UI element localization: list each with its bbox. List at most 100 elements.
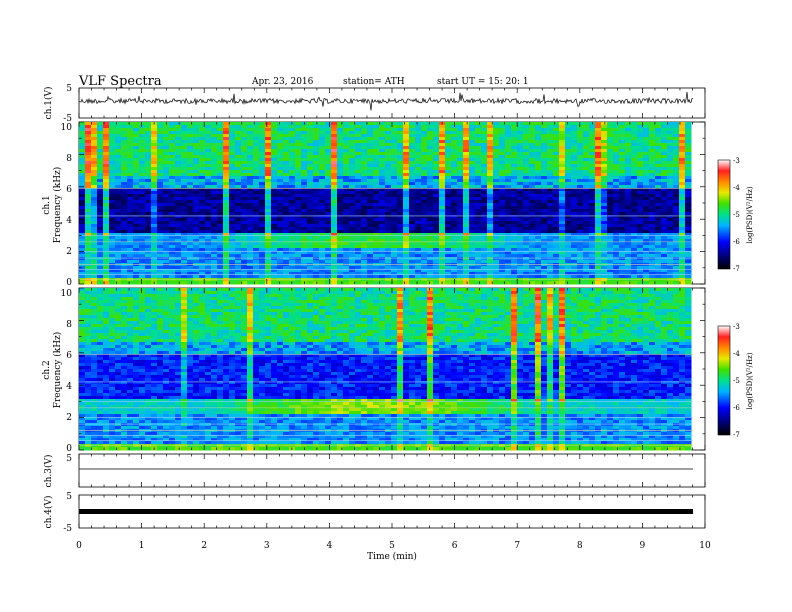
spectrogram-cell <box>367 122 374 126</box>
spectrogram-cell <box>463 215 470 219</box>
spectrogram-cell <box>247 248 254 252</box>
spectrogram-cell <box>547 221 554 225</box>
spectrogram-cell <box>235 212 242 216</box>
spectrogram-cell <box>205 140 212 144</box>
spectrogram-cell <box>463 161 470 165</box>
spectrogram-cell <box>571 143 578 147</box>
spectrogram-cell <box>295 236 302 240</box>
spectrogram-cell <box>469 203 476 207</box>
spectrogram-cell <box>583 125 590 129</box>
spectrogram-cell <box>235 248 242 252</box>
spectrogram-cell <box>649 173 656 177</box>
spectrogram-cell <box>433 260 440 264</box>
spectrogram-cell <box>79 122 86 126</box>
spectrogram-cell <box>199 173 206 177</box>
spectrogram-cell <box>319 218 326 222</box>
spectrogram-cell <box>175 143 182 147</box>
spectrogram-cell <box>379 227 386 231</box>
spectrogram-cell <box>541 143 548 147</box>
spectrogram-cell <box>79 242 86 246</box>
spectrogram-cell <box>325 260 332 264</box>
spectrogram-cell <box>595 158 602 162</box>
spectrogram-cell <box>121 128 128 132</box>
spectrogram-cell <box>307 137 314 141</box>
spectrogram-cell <box>679 152 686 156</box>
spectrogram-cell <box>163 230 170 234</box>
spectrogram-cell <box>685 131 692 135</box>
spectrogram-cell <box>247 128 254 132</box>
spectrogram-cell <box>337 260 344 264</box>
spectrogram-cell <box>511 146 518 150</box>
spectrogram-cell <box>127 152 134 156</box>
spectrogram-cell <box>535 158 542 162</box>
spectrogram-cell <box>547 158 554 162</box>
spectrogram-cell <box>397 161 404 165</box>
spectrogram-cell <box>445 179 452 183</box>
spectrogram-cell <box>529 218 536 222</box>
spectrogram-cell <box>157 182 164 186</box>
spectrogram-cell <box>163 209 170 213</box>
spectrogram-cell <box>109 260 116 264</box>
spectrogram-cell <box>601 248 608 252</box>
spectrogram-cell <box>583 134 590 138</box>
spectrogram-cell <box>247 137 254 141</box>
spectrogram-cell <box>193 137 200 141</box>
spectrogram-cell <box>313 230 320 234</box>
spectrogram-cell <box>265 215 272 219</box>
spectrogram-cell <box>319 212 326 216</box>
spectrogram-cell <box>181 215 188 219</box>
spectrogram-cell <box>427 266 434 270</box>
spectrogram-cell <box>373 257 380 261</box>
spectrogram-cell <box>223 242 230 246</box>
spectrogram-cell <box>619 239 626 243</box>
spectrogram-cell <box>157 242 164 246</box>
spectrogram-cell <box>583 155 590 159</box>
spectrogram-cell <box>499 227 506 231</box>
spectrogram-cell <box>613 239 620 243</box>
spectrogram-cell <box>457 230 464 234</box>
spectrogram-cell <box>319 167 326 171</box>
spectrogram-cell <box>367 146 374 150</box>
spectrogram-cell <box>655 122 662 126</box>
spectrogram-cell <box>547 161 554 165</box>
spectrogram-cell <box>685 194 692 198</box>
spectrogram-cell <box>493 239 500 243</box>
spectrogram-cell <box>391 185 398 189</box>
spectrogram-cell <box>577 242 584 246</box>
spectrogram-cell <box>235 167 242 171</box>
spectrogram-cell <box>445 122 452 126</box>
spectrogram-cell <box>109 206 116 210</box>
spectrogram-cell <box>157 206 164 210</box>
spectrogram-cell <box>373 152 380 156</box>
spectrogram-cell <box>391 254 398 258</box>
spectrogram-cell <box>271 197 278 201</box>
spectrogram-cell <box>517 239 524 243</box>
spectrogram-cell <box>325 245 332 249</box>
date-label: Apr. 23, 2016 <box>251 77 314 87</box>
spectrogram-cell <box>685 146 692 150</box>
spectrogram-cell <box>103 143 110 147</box>
spectrogram-cell <box>313 224 320 228</box>
spectrogram-cell <box>343 206 350 210</box>
spectrogram-cell <box>607 161 614 165</box>
spectrogram-cell <box>439 146 446 150</box>
spectrogram-cell <box>619 209 626 213</box>
spectrogram-cell <box>547 209 554 213</box>
spectrogram-cell <box>103 176 110 180</box>
spectrogram-cell <box>445 188 452 192</box>
spectrogram-cell <box>673 185 680 189</box>
spectrogram-cell <box>199 200 206 204</box>
spectrogram-cell <box>199 131 206 135</box>
spectrogram-cell <box>319 188 326 192</box>
spectrogram-cell <box>91 188 98 192</box>
spectrogram-cell <box>295 209 302 213</box>
spectrogram-cell <box>229 155 236 159</box>
spectrogram-cell <box>319 182 326 186</box>
spectrogram-cell <box>283 206 290 210</box>
spectrogram-cell <box>511 209 518 213</box>
spectrogram-cell <box>601 236 608 240</box>
spectrogram-cell <box>163 173 170 177</box>
spectrogram-cell <box>499 155 506 159</box>
spectrogram-cell <box>289 248 296 252</box>
spectrogram-cell <box>481 242 488 246</box>
